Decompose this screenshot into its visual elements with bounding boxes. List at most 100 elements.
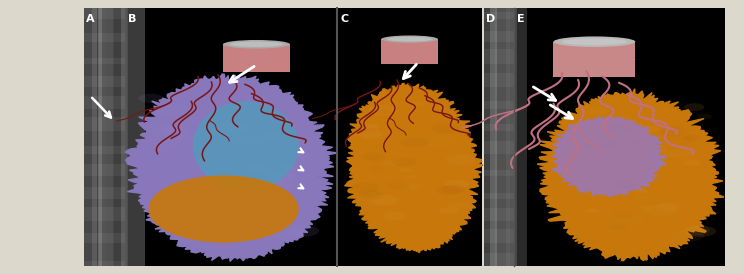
Circle shape xyxy=(448,201,470,210)
Ellipse shape xyxy=(387,37,432,41)
Ellipse shape xyxy=(562,38,627,45)
Bar xyxy=(121,8,145,266)
Circle shape xyxy=(209,222,226,228)
Bar xyxy=(484,229,514,243)
Bar xyxy=(495,8,497,266)
Circle shape xyxy=(295,153,312,159)
Bar xyxy=(337,8,482,266)
Circle shape xyxy=(226,154,242,160)
Circle shape xyxy=(157,204,190,216)
Circle shape xyxy=(146,187,180,200)
Circle shape xyxy=(586,138,618,149)
Circle shape xyxy=(399,168,411,172)
Bar xyxy=(381,39,437,64)
Circle shape xyxy=(158,222,175,228)
Circle shape xyxy=(237,214,262,223)
Bar xyxy=(484,8,501,266)
Circle shape xyxy=(613,212,633,219)
Circle shape xyxy=(666,136,693,145)
Circle shape xyxy=(278,165,298,172)
Polygon shape xyxy=(552,116,667,197)
Circle shape xyxy=(684,135,702,141)
Circle shape xyxy=(138,94,163,103)
Bar xyxy=(484,49,514,64)
Circle shape xyxy=(439,207,459,214)
Bar xyxy=(84,164,125,176)
Bar xyxy=(484,208,514,221)
Circle shape xyxy=(403,182,423,190)
Circle shape xyxy=(641,126,660,133)
Circle shape xyxy=(383,160,399,166)
Bar xyxy=(92,8,113,266)
Circle shape xyxy=(248,191,267,198)
Ellipse shape xyxy=(223,54,290,62)
Circle shape xyxy=(631,141,643,145)
Bar xyxy=(484,8,514,266)
Circle shape xyxy=(614,140,632,147)
Polygon shape xyxy=(125,74,338,261)
Bar xyxy=(496,8,510,266)
Bar xyxy=(511,8,527,266)
Circle shape xyxy=(402,138,429,147)
Circle shape xyxy=(156,139,180,148)
Bar xyxy=(484,193,514,199)
Bar xyxy=(114,8,127,266)
Bar xyxy=(484,141,514,154)
Circle shape xyxy=(244,95,267,104)
Ellipse shape xyxy=(230,41,283,47)
Circle shape xyxy=(405,174,417,179)
Circle shape xyxy=(213,195,233,202)
Circle shape xyxy=(153,125,180,135)
Circle shape xyxy=(672,230,704,242)
Bar xyxy=(514,8,725,266)
Bar xyxy=(84,187,125,199)
Ellipse shape xyxy=(223,40,290,48)
Circle shape xyxy=(684,226,710,235)
Ellipse shape xyxy=(381,36,437,43)
Circle shape xyxy=(615,215,644,226)
Circle shape xyxy=(260,180,294,192)
Bar xyxy=(84,233,125,243)
Bar xyxy=(84,76,125,87)
Bar xyxy=(84,8,97,266)
Circle shape xyxy=(685,226,716,237)
Circle shape xyxy=(226,198,250,206)
Circle shape xyxy=(359,131,382,140)
Ellipse shape xyxy=(381,48,437,55)
Circle shape xyxy=(656,202,679,211)
Circle shape xyxy=(351,182,379,193)
Bar xyxy=(490,8,506,266)
Text: C: C xyxy=(340,14,348,24)
Bar xyxy=(84,96,125,109)
Circle shape xyxy=(609,223,626,230)
Circle shape xyxy=(369,105,397,116)
Bar xyxy=(484,31,514,42)
Bar xyxy=(484,124,514,132)
Polygon shape xyxy=(150,176,298,242)
Text: A: A xyxy=(86,14,95,24)
Circle shape xyxy=(684,160,701,166)
Bar xyxy=(84,8,125,266)
Bar xyxy=(84,207,125,221)
Bar xyxy=(484,253,514,266)
Bar xyxy=(484,101,514,109)
Bar xyxy=(98,8,102,266)
Circle shape xyxy=(268,171,296,181)
Circle shape xyxy=(158,192,186,202)
Circle shape xyxy=(635,189,648,194)
Circle shape xyxy=(211,122,248,136)
Bar xyxy=(484,170,514,176)
Circle shape xyxy=(578,183,598,191)
Circle shape xyxy=(594,184,614,191)
Bar xyxy=(125,8,337,266)
Polygon shape xyxy=(537,89,724,261)
Text: D: D xyxy=(486,14,495,24)
Bar xyxy=(484,12,514,19)
Circle shape xyxy=(164,133,185,141)
Circle shape xyxy=(253,197,273,204)
Circle shape xyxy=(369,167,384,172)
Circle shape xyxy=(427,136,456,147)
Bar xyxy=(99,8,114,266)
Circle shape xyxy=(246,161,275,171)
Circle shape xyxy=(369,195,399,206)
